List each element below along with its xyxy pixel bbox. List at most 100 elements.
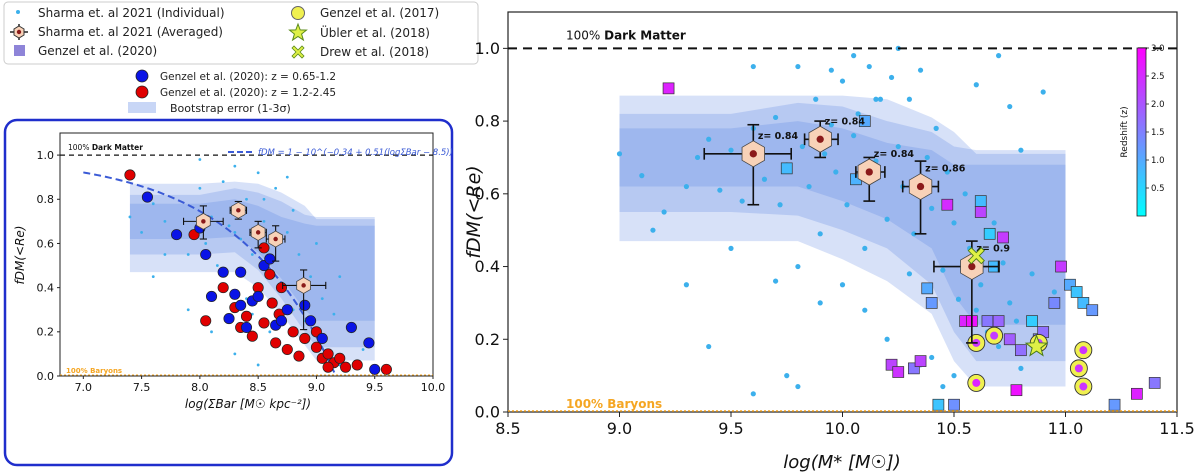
y-tick-label: 0.8 (475, 112, 500, 131)
main-genzel2017-points (967, 326, 1093, 396)
x-tick-label: 8.0 (191, 381, 209, 394)
genzel2020-point (941, 198, 954, 211)
individual-point (320, 297, 324, 301)
individual-point (839, 78, 846, 84)
blue-point (217, 266, 229, 278)
inset-xlabel: log(ΣBar [M☉ kpc⁻²]) (185, 397, 311, 411)
individual-point (996, 343, 1002, 350)
individual-point (285, 175, 289, 179)
legend-genzel2020-marker (14, 45, 25, 56)
x-tick-label: 11.0 (1048, 419, 1084, 438)
y-tick-label: 0.0 (475, 403, 500, 422)
individual-point (215, 264, 219, 267)
main-ticks: 8.5 9.0 9.5 10.0 10.5 11.0 11.5 0.0 0.2 0.4 0.6 0.8… (475, 39, 1195, 438)
averaged-z-label: z= 0.84 (874, 149, 915, 160)
individual-point (128, 215, 132, 219)
individual-point (895, 143, 901, 150)
blue-point (316, 332, 328, 344)
inset-legend-band-label: Bootstrap error (1-3σ) (170, 102, 291, 115)
red-point (334, 352, 346, 364)
individual-point (1007, 300, 1013, 306)
individual-point (728, 245, 734, 251)
averaged-center (236, 208, 241, 213)
averaged-z-label: z= 0.9 (976, 244, 1010, 255)
inset-legend-band-marker (128, 102, 156, 113)
x-tick-label: 9.5 (718, 419, 743, 438)
individual-point (1029, 271, 1035, 277)
colorbar-label: Redshift (z) (1120, 106, 1130, 157)
genzel2020-point (1015, 344, 1027, 357)
individual-point (315, 242, 318, 245)
inset-frame (3, 118, 454, 467)
individual-point (991, 220, 997, 226)
genzel2020-point (914, 355, 927, 367)
individual-point (851, 53, 857, 59)
y-tick-label: 0.6 (37, 237, 55, 250)
individual-point (799, 143, 805, 150)
inset-dark-matter-label: 100% Dark Matter (68, 143, 143, 152)
genzel2020-point (780, 162, 793, 175)
band-sigma2 (619, 102, 1066, 362)
blue-point (200, 248, 212, 261)
main-drew2018-points (967, 246, 985, 265)
individual-point (694, 154, 701, 161)
averaged-center (865, 168, 873, 176)
red-point (270, 337, 282, 349)
red-point (287, 326, 299, 338)
individual-point (1000, 260, 1006, 266)
individual-point (862, 307, 868, 313)
inset-legend: Genzel et al. (2020): z = 0.65-1.2 Genze… (128, 69, 336, 115)
individual-point (973, 82, 979, 88)
individual-point (151, 202, 155, 206)
red-point (200, 315, 212, 327)
x-tick-label: 9.0 (607, 419, 632, 438)
main-legend: Sharma et. al 2021 (Individual) Sharma e… (3, 1, 479, 65)
genzel2020-point (925, 297, 938, 309)
individual-point (297, 253, 301, 256)
individual-point (962, 191, 968, 197)
individual-point (888, 74, 895, 81)
blue-point (363, 337, 375, 349)
main-xlabel: log(M* [M☉]) (783, 452, 900, 473)
individual-point (795, 383, 801, 390)
inset-blue-points (141, 191, 381, 375)
main-ubler2018-points (1024, 334, 1049, 357)
colorbar-tick-label: 2.0 (1151, 100, 1165, 110)
individual-point (233, 352, 237, 356)
red-point (351, 359, 363, 371)
genzel2020-point (921, 282, 934, 295)
individual-point (884, 336, 890, 342)
individual-point (750, 391, 756, 397)
individual-point (806, 183, 812, 190)
legend-averaged-label: Sharma et. al 2021 (Averaged) (38, 25, 223, 39)
blue-point (369, 363, 381, 375)
individual-point (140, 231, 143, 234)
inset-averaged-points (183, 200, 327, 331)
individual-point (309, 275, 313, 278)
x-tick-label: 8.5 (495, 419, 520, 438)
individual-point (728, 147, 734, 153)
individual-point (186, 308, 190, 312)
legend-ubler2018-label: Übler et al. (2018) (320, 24, 430, 40)
individual-point (978, 282, 984, 288)
averaged-z-label: z= 0.84 (825, 116, 866, 127)
y-tick-label: 0.8 (37, 193, 55, 206)
inset-ticks: 7.0 7.5 8.0 8.5 9.0 9.5 10.0 0.0 0.2 0.4 0.6 0.8 1.0 (37, 149, 446, 394)
genzel2020-point (1026, 315, 1038, 327)
red-point (240, 310, 253, 322)
inset-legend-blue-marker (135, 69, 149, 83)
individual-point (750, 63, 756, 70)
legend-item-genzel2017: Genzel et al. (2017) (291, 6, 439, 20)
x-tick-label: 7.0 (75, 381, 93, 394)
inset-bands (129, 181, 375, 361)
individual-point (873, 96, 879, 102)
red-point (264, 268, 276, 280)
genzel2020-point (1077, 297, 1090, 309)
genzel2017-inner (972, 378, 981, 387)
individual-point (884, 216, 890, 222)
individual-point (773, 114, 779, 121)
main-plot: z= 0.84 z= 0.84 z= 0.84 z= 0.86 z= 0.9 100% … (463, 11, 1195, 473)
inset-axes-frame (59, 132, 434, 377)
individual-point (911, 231, 917, 237)
